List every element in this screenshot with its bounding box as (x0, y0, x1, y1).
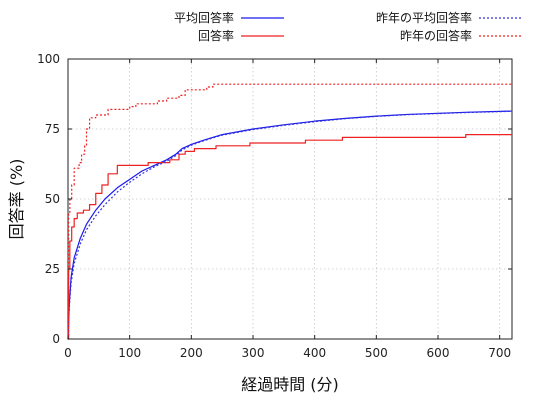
x-tick-label: 500 (365, 346, 388, 360)
legend-label-rate: 回答率 (198, 28, 234, 43)
y-tick-label: 75 (45, 122, 60, 136)
series-prev-avg-rate-line (67, 110, 513, 340)
legend: 平均回答率 回答率 昨年の平均回答率 昨年の回答率 (174, 10, 522, 43)
legend-label-prev-rate: 昨年の回答率 (400, 28, 472, 43)
x-tick-label: 200 (180, 346, 203, 360)
y-tick-labels: 0 25 50 75 100 (37, 52, 512, 346)
series-layer (67, 83, 513, 340)
series-avg-rate-line (67, 110, 513, 340)
x-tick-label: 700 (488, 346, 511, 360)
legend-entry-prev-rate: 昨年の回答率 (400, 28, 522, 43)
legend-label-avg: 平均回答率 (174, 10, 234, 25)
y-tick-label: 25 (45, 262, 60, 276)
legend-label-prev-avg: 昨年の平均回答率 (376, 10, 472, 25)
x-tick-labels: 0 100 200 300 400 500 600 700 (64, 59, 511, 360)
x-tick-label: 600 (427, 346, 450, 360)
legend-entry-avg: 平均回答率 (174, 10, 284, 25)
y-tick-label: 100 (37, 52, 60, 66)
x-tick-label: 400 (303, 346, 326, 360)
legend-entry-rate: 回答率 (198, 28, 284, 43)
legend-entry-prev-avg: 昨年の平均回答率 (376, 10, 522, 25)
x-axis-title: 経過時間 (分) (241, 375, 339, 394)
series-prev-rate-line (68, 83, 512, 340)
x-tick-label: 300 (242, 346, 265, 360)
y-tick-label: 50 (45, 192, 60, 206)
grid-lines (68, 59, 512, 339)
y-tick-label: 0 (52, 332, 60, 346)
x-tick-label: 100 (118, 346, 141, 360)
x-tick-label: 0 (64, 346, 72, 360)
series-rate-line (68, 134, 512, 340)
y-axis-title: 回答率 (%) (7, 159, 26, 240)
